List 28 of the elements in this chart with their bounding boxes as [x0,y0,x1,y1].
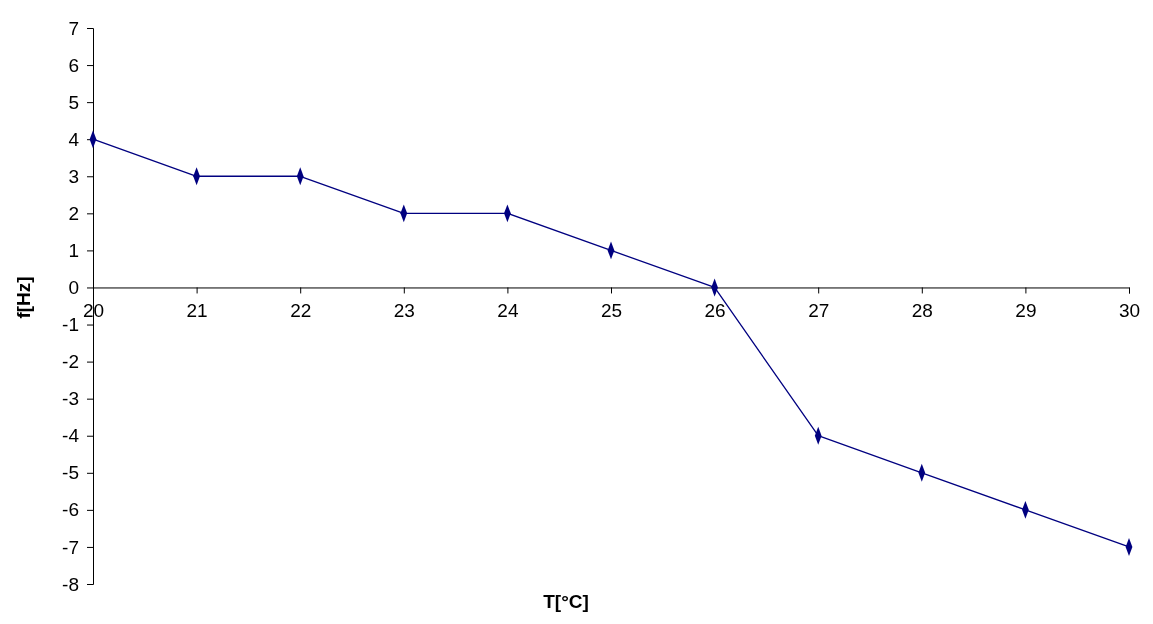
y-tick-label: -2 [62,351,79,373]
y-tick-label: 4 [68,128,80,150]
x-tick-label: 25 [600,299,623,321]
y-tick-label: 3 [68,165,79,187]
y-tick-label: 1 [68,239,79,261]
y-tick-label: -3 [62,388,79,410]
x-tick-label: 30 [1118,299,1141,321]
x-tick-label: 26 [704,299,726,321]
y-tick-label: -1 [62,314,79,336]
x-tick-label: 24 [497,299,519,321]
y-tick-label: 6 [68,54,79,76]
x-axis-title: T[°C] [543,591,589,612]
x-tick-label: 28 [911,299,933,321]
y-tick-label: 2 [68,202,79,224]
x-tick-label: 23 [393,299,415,321]
y-axis-title: f[Hz] [13,276,34,319]
y-tick-label: 7 [68,17,79,39]
y-tick-label: -8 [62,573,79,595]
x-tick-label: 22 [290,299,312,321]
y-tick-label: 0 [68,277,79,299]
x-tick-label: 21 [186,299,208,321]
y-tick-label: -5 [62,462,79,484]
y-tick-label: -4 [62,425,80,447]
x-tick-label: 29 [1015,299,1037,321]
x-tick-label: 27 [808,299,830,321]
y-tick-label: -7 [62,536,79,558]
y-tick-label: 5 [68,91,79,113]
y-tick-label: -6 [62,499,79,521]
